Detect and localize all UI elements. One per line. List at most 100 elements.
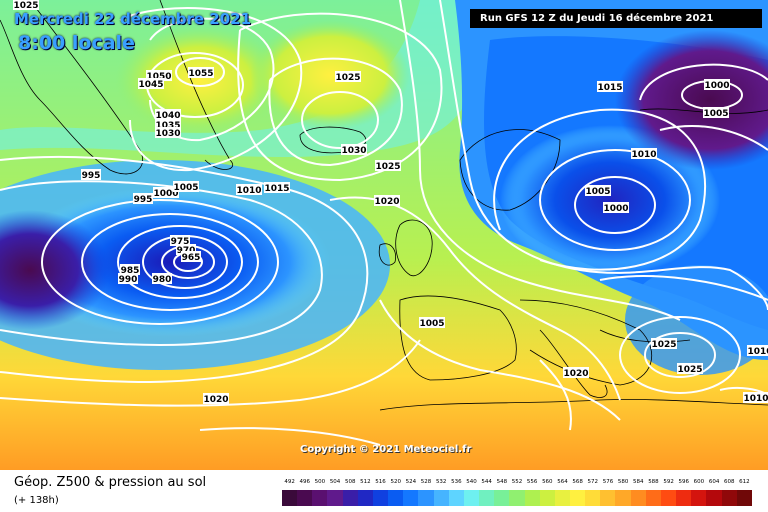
footer-title: Géop. Z500 & pression au sol [14,475,207,490]
color-scale-label: 532 [435,479,447,485]
color-scale-swatch [539,490,555,506]
isobar-label-bg [597,81,623,92]
color-scale-swatch [342,490,358,506]
isobar-label-bg [146,70,172,81]
isobar-label-bg [264,182,290,193]
isobar-label: 980 [153,275,172,285]
isobar-label: 985 [121,266,140,276]
isobar-label: 1035 [155,121,180,131]
color-scale-swatch [585,490,601,506]
color-scale-label: 556 [526,479,538,485]
color-scale-label: 500 [314,479,326,485]
color-scale-label: 508 [344,479,356,485]
isobar-label: 1045 [138,80,163,90]
isobar-label-bg [155,109,181,120]
color-scale-swatch [494,490,510,506]
isobar-label: 995 [134,195,153,205]
isobar-label-bg [181,251,201,262]
color-scale-label: 524 [405,479,417,485]
isobar-label-bg [120,264,140,275]
isobar-label: 1030 [155,129,180,139]
isobar-label: 1025 [375,162,400,172]
color-scale-swatch [479,490,495,506]
color-scale-label: 528 [420,479,432,485]
footer: Géop. Z500 & pression au sol (+ 138h) 49… [0,470,768,512]
isobar-label: 1000 [704,81,729,91]
valid-time: 8:00 locale [18,32,135,54]
color-scale-label: 592 [663,479,674,485]
color-scale-swatch [403,490,419,506]
isobar-label-bg [203,393,229,404]
isobar-label-bg [585,185,611,196]
isobar-label: 1025 [677,365,702,375]
color-scale-label: 584 [633,479,644,485]
color-scale-swatch [524,490,540,506]
isobar-label-bg [138,78,164,89]
isobar-label-bg [155,127,181,138]
isobar-label: 1000 [153,189,178,199]
isobar-label: 1005 [419,319,444,329]
isobar-label: 1025 [335,73,360,83]
isobar-label-bg [118,273,138,284]
color-scale-label: 612 [739,479,750,485]
color-scale-label: 540 [466,479,477,485]
color-scale-label: 548 [496,479,508,485]
isobar-label: 1010 [743,394,768,404]
color-scale-swatch [388,490,404,506]
isobar-label: 1005 [585,187,610,197]
isobar-label: 1040 [155,111,180,121]
isobar-label-bg [188,67,214,78]
color-scale-label: 536 [451,479,462,485]
isobar-label-bg [374,195,400,206]
color-scale-label: 552 [511,479,523,485]
color-scale-label: 564 [557,479,568,485]
color-scale-label: 588 [648,479,659,485]
isobar-label-bg [631,148,657,159]
isobar-label: 1025 [13,1,38,11]
color-scale-label: 516 [375,479,386,485]
isobar-label: 1015 [264,184,289,194]
isobar-label-bg [176,244,196,255]
color-scale-swatch [721,490,737,506]
color-scale-swatch [282,490,298,506]
color-scale-swatch [706,490,722,506]
color-scale-label: 600 [693,479,705,485]
color-scale-label: 604 [708,479,720,485]
isobar-label-bg [651,338,677,349]
isobar-label-bg [747,345,768,356]
isobar-label-bg [743,392,768,403]
isobar-label-bg [375,160,401,171]
valid-date: Mercredi 22 décembre 2021 [14,10,252,28]
color-scale-swatch [297,490,313,506]
isobar-label-bg [155,119,181,130]
color-scale-swatch [554,490,570,506]
color-scale-label: 520 [390,479,401,485]
isobar-label: 990 [119,275,138,285]
color-scale-label: 560 [542,479,553,485]
color-scale-swatch [357,490,373,506]
isobar-label-bg [152,273,172,284]
color-scale-swatch [463,490,480,506]
isobar-label: 1020 [203,395,228,405]
color-scale-label: 596 [678,479,690,485]
color-scale-label: 512 [360,479,371,485]
color-scale-swatch [660,490,677,506]
color-scale-label: 568 [572,479,583,485]
coastlines [0,0,768,411]
isobar-label-bg [677,363,703,374]
color-scale-label: 492 [284,479,295,485]
color-scale-label: 580 [617,479,629,485]
color-scale-swatch [327,490,343,506]
isobar-label: 1020 [374,197,399,207]
isobar-label: 1000 [603,204,628,214]
color-scale-swatch [372,490,389,506]
isobar-label: 965 [182,253,201,263]
isobar-label-bg [170,235,190,246]
color-scale-swatch [736,490,752,506]
color-scale-bar [282,490,752,506]
color-scale-label: 504 [329,479,341,485]
isobar-label-bg [173,181,199,192]
color-scale-swatch [448,490,464,506]
isobar-label-bg [603,202,629,213]
isobar-label: 1005 [703,109,728,119]
